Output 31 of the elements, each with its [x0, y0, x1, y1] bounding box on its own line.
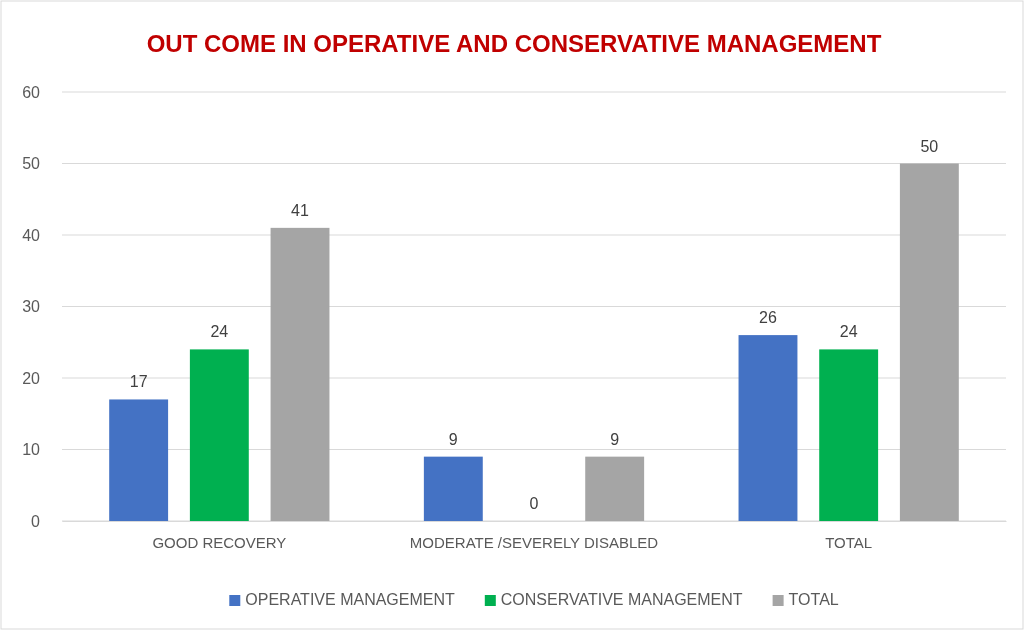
bar: [738, 335, 798, 521]
legend-label: OPERATIVE MANAGEMENT: [245, 591, 456, 608]
data-label: 41: [291, 201, 310, 219]
data-label: 0: [529, 495, 539, 512]
bar: [819, 349, 879, 521]
data-label: 24: [839, 323, 858, 341]
bar: [270, 227, 330, 521]
bar: [423, 456, 483, 521]
x-tick-label: MODERATE /SEVERELY DISABLED: [409, 533, 659, 551]
y-tick-label: 60: [22, 83, 41, 101]
legend-label: CONSERVATIVE MANAGEMENT: [500, 591, 743, 608]
y-tick-label: 0: [31, 512, 41, 530]
data-label: 17: [129, 373, 148, 391]
bar: [109, 399, 169, 521]
chart-title: OUT COME IN OPERATIVE AND CONSERVATIVE MANAGEMENT: [146, 30, 882, 57]
data-label: 50: [920, 137, 939, 155]
y-tick-label: 40: [22, 226, 41, 244]
data-label: 9: [448, 430, 458, 448]
data-label: 26: [759, 309, 777, 327]
legend-label: TOTAL: [788, 591, 839, 608]
y-tick-label: 50: [22, 155, 41, 173]
data-label: 24: [210, 323, 229, 341]
bar: [585, 456, 645, 521]
bar: [899, 163, 959, 521]
x-tick-label: GOOD RECOVERY: [152, 533, 287, 551]
x-tick-label: TOTAL: [825, 533, 873, 551]
bar: [189, 349, 249, 521]
y-tick-label: 20: [22, 369, 41, 387]
y-tick-label: 10: [22, 441, 41, 459]
data-label: 9: [610, 430, 620, 448]
y-tick-label: 30: [22, 298, 41, 316]
